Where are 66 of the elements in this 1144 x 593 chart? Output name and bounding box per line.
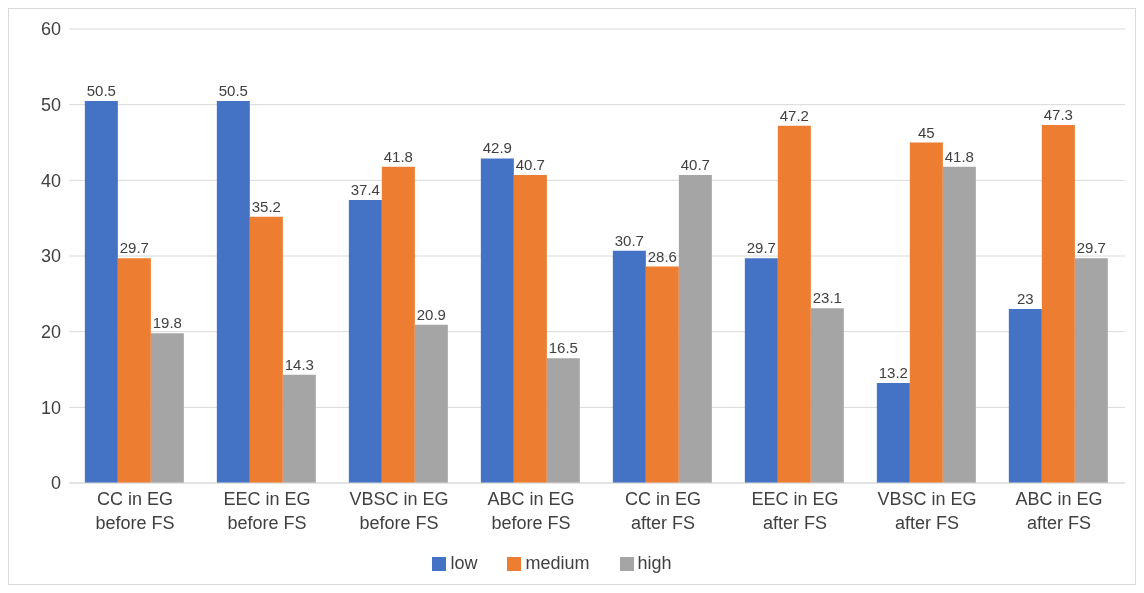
x-tick-label: VBSC in EG after FS xyxy=(877,489,977,533)
y-tick-label: 40 xyxy=(40,170,61,191)
x-tick-label: CC in EG before FS xyxy=(95,489,175,533)
bar xyxy=(810,308,844,483)
bar xyxy=(249,216,283,483)
bar xyxy=(282,374,316,483)
legend-label: low xyxy=(450,553,478,573)
y-tick-label: 10 xyxy=(40,397,61,418)
bar xyxy=(744,258,778,483)
data-label: 29.7 xyxy=(119,239,149,257)
data-label: 41.8 xyxy=(944,147,974,165)
legend-label: high xyxy=(637,553,672,573)
data-label: 20.9 xyxy=(416,305,446,323)
data-label: 42.9 xyxy=(482,139,512,157)
bar xyxy=(942,166,976,483)
bar xyxy=(678,175,712,483)
y-tick-label: 0 xyxy=(50,473,61,494)
bar xyxy=(1074,258,1108,483)
bar xyxy=(150,333,184,483)
data-label: 37.4 xyxy=(350,181,380,199)
x-tick-label: VBSC in EG before FS xyxy=(349,489,449,533)
bar xyxy=(909,142,943,483)
data-label: 23 xyxy=(1017,289,1034,307)
bar xyxy=(612,250,646,483)
bar xyxy=(480,158,514,483)
data-label: 50.5 xyxy=(86,81,116,99)
bar xyxy=(216,100,250,483)
legend-label: medium xyxy=(525,553,590,573)
data-label: 29.7 xyxy=(746,239,776,257)
data-label: 28.6 xyxy=(647,247,677,265)
data-label: 45 xyxy=(918,123,935,141)
bar xyxy=(381,166,415,483)
data-label: 14.3 xyxy=(284,355,314,373)
bar xyxy=(513,175,547,483)
y-tick-label: 50 xyxy=(40,95,61,116)
bar xyxy=(117,258,151,483)
data-label: 19.8 xyxy=(152,314,182,332)
data-label: 23.1 xyxy=(812,289,842,307)
y-tick-label: 60 xyxy=(40,19,61,40)
x-tick-label: CC in EG after FS xyxy=(624,489,702,533)
data-label: 30.7 xyxy=(614,231,644,249)
data-label: 13.2 xyxy=(878,364,908,382)
y-tick-label: 20 xyxy=(40,322,61,343)
bar xyxy=(876,383,910,483)
data-label: 40.7 xyxy=(680,156,710,174)
bar xyxy=(645,266,679,483)
bar xyxy=(546,358,580,483)
bar xyxy=(348,200,382,483)
data-label: 50.5 xyxy=(218,81,248,99)
data-label: 16.5 xyxy=(548,339,578,357)
data-label: 29.7 xyxy=(1076,239,1106,257)
data-label: 40.7 xyxy=(515,156,545,174)
data-label: 41.8 xyxy=(383,147,413,165)
x-tick-label: ABC in EG before FS xyxy=(487,489,575,533)
data-label: 35.2 xyxy=(251,197,281,215)
bar xyxy=(414,324,448,483)
bar xyxy=(1041,125,1075,483)
x-tick-label: EEC in EG after FS xyxy=(751,489,839,533)
x-tick-label: EEC in EG before FS xyxy=(223,489,311,533)
bar xyxy=(1008,308,1042,483)
data-label: 47.2 xyxy=(779,106,809,124)
y-tick-label: 30 xyxy=(40,246,61,267)
x-tick-label: ABC in EG after FS xyxy=(1015,489,1103,533)
data-label: 47.3 xyxy=(1043,106,1073,124)
bar xyxy=(84,100,118,483)
bar xyxy=(777,125,811,483)
